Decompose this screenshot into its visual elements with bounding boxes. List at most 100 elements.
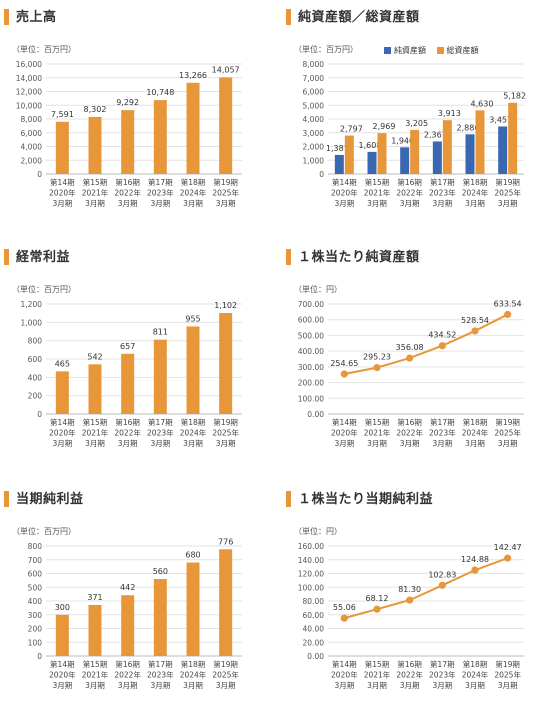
data-point [406,354,414,362]
y-tick-label: 12,000 [16,88,42,97]
x-tick-label: 3月期 [400,439,420,448]
x-tick-label: 第18期 [463,659,488,669]
chart-title: 経常利益 [16,250,71,265]
sales-chart-panel: 売上高 （単位：百万円） 0 2,000 4,000 6,000 8,000 10,000… [4,6,254,234]
data-label: 9,292 [116,98,139,107]
data-point [504,554,512,562]
data-label: 2,886 [457,123,480,132]
y-tick-label: 4,000 [21,143,43,152]
x-tick-label: 3月期 [52,439,72,448]
data-point [438,342,446,350]
data-point [373,364,381,372]
x-tick-label: 第19期 [213,177,238,187]
unit-label: （単位：円） [294,285,342,294]
x-tick-label: 2020年 [331,428,358,438]
data-label: 680 [185,551,200,560]
bar-net-assets [334,154,344,174]
data-label: 102.83 [428,570,456,579]
y-tick-label: 100.00 [298,394,324,403]
y-tick-label: 8,000 [21,115,43,124]
data-label: 542 [87,352,102,361]
chart-title: 売上高 [16,10,57,25]
y-tick-label: 0 [37,652,42,661]
data-label: 560 [153,567,168,576]
y-tick-label: 4,000 [303,115,325,124]
x-tick-label: 2021年 [364,428,391,438]
eps-chart-panel: １株当たり当期純利益 （単位：円） 0.00 20.00 40.00 60.00 80.… [286,488,536,716]
title-accent-bar [286,249,291,265]
bar [186,82,200,174]
x-tick-label: 第17期 [148,177,173,187]
y-tick-label: 16,000 [16,60,42,69]
x-tick-label: 2025年 [212,428,239,438]
legend-swatch [436,47,444,54]
x-tick-label: 第17期 [148,659,173,669]
bar [186,326,200,414]
y-tick-label: 0 [319,170,324,179]
data-label: 356.08 [396,343,424,352]
bar [219,77,233,174]
x-tick-label: 3月期 [334,199,354,208]
net-income-chart-svg: 0100200300400500600700800第14期2020年3月期第15… [28,537,242,690]
x-tick-label: 第14期 [50,417,75,427]
legend-item-net-assets: 純資産額 [384,46,426,55]
y-tick-label: 100 [28,638,43,647]
x-tick-label: 3月期 [432,199,452,208]
x-tick-label: 3月期 [183,439,203,448]
x-tick-label: 2021年 [82,670,109,680]
bar [219,312,233,414]
data-label: 10,748 [146,88,174,97]
y-tick-label: 400 [28,597,43,606]
chart-title: １株当たり当期純利益 [298,492,434,507]
bar-net-assets [400,147,410,174]
y-tick-label: 700.00 [298,300,324,309]
x-tick-label: 3月期 [216,681,236,690]
legend-label: 純資産額 [394,46,426,55]
x-tick-label: 3月期 [52,681,72,690]
y-tick-label: 800 [28,337,43,346]
legend-item-total-assets: 総資産額 [436,46,479,55]
x-tick-label: 3月期 [183,199,203,208]
bar-net-assets [367,151,377,174]
unit-label: （単位：円） [294,527,342,536]
y-tick-label: 600 [28,355,43,364]
x-tick-label: 2024年 [180,670,207,680]
data-point [373,605,381,613]
x-tick-label: 3月期 [465,439,485,448]
data-label: 13,266 [179,71,207,80]
data-point [340,370,348,378]
x-tick-label: 3月期 [150,199,170,208]
y-tick-label: 200 [28,625,43,634]
data-label: 8,302 [84,105,107,114]
x-tick-label: 第15期 [83,417,108,427]
x-tick-label: 第14期 [332,177,357,187]
x-tick-label: 3月期 [367,681,387,690]
x-tick-label: 第16期 [115,659,140,669]
y-tick-label: 7,000 [303,74,325,83]
net-assets-chart-panel: 純資産額／総資産額 （単位：百万円） 純資産額 総資産額 0 1,000 2,000… [286,6,536,234]
y-tick-label: 14,000 [16,74,42,83]
y-tick-label: 1,000 [21,318,43,327]
data-label: 254.65 [330,359,358,368]
x-tick-label: 2023年 [147,428,174,438]
legend-swatch [384,47,391,54]
x-tick-label: 3月期 [150,439,170,448]
x-tick-label: 第17期 [430,417,455,427]
bar [153,579,167,656]
y-tick-label: 400.00 [298,347,324,356]
title-accent-bar [4,249,9,265]
x-tick-label: 3月期 [367,439,387,448]
bps-chart-panel: １株当たり純資産額 （単位：円） 0.00 100.00 200.00 300.00 4… [286,246,536,474]
x-tick-label: 第16期 [115,417,140,427]
x-tick-label: 2021年 [82,188,109,198]
data-label: 300 [55,603,70,612]
y-tick-label: 0 [37,170,42,179]
y-tick-label: 600.00 [298,316,324,325]
x-tick-label: 3月期 [85,439,105,448]
data-label: 955 [185,314,200,323]
bar [88,364,102,414]
x-tick-label: 3月期 [216,439,236,448]
y-tick-label: 8,000 [303,60,325,69]
x-tick-label: 2024年 [180,428,207,438]
x-tick-label: 第18期 [181,177,206,187]
